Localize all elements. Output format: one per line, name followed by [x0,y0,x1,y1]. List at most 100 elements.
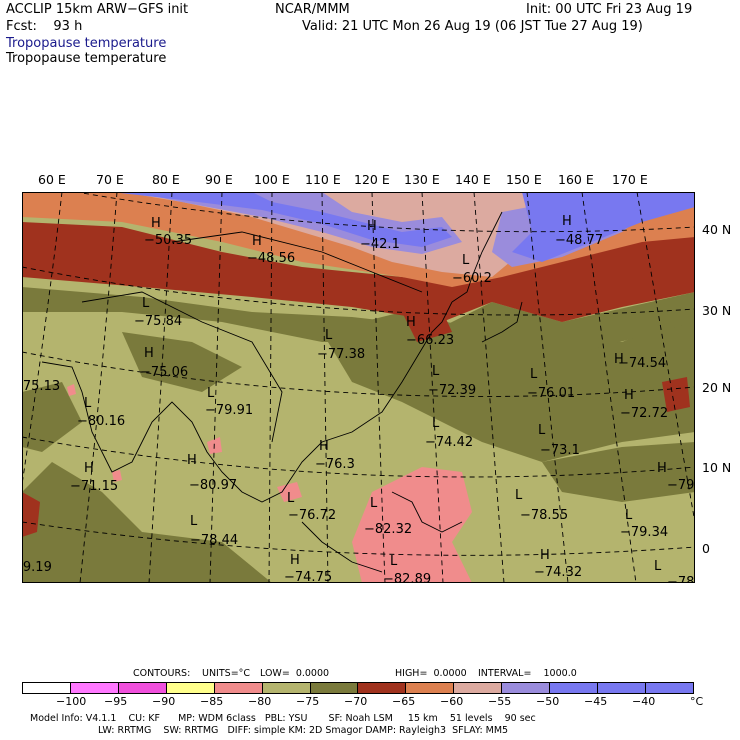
extremum-value: −79. [667,478,695,493]
extremum-value: −82.32 [364,522,412,537]
meridian-line [636,192,695,525]
extremum-value: −80.16 [77,414,125,429]
extremum-value: −75.06 [140,365,188,380]
lon-label: 130 E [404,172,440,187]
colorbar-tick-label: −75 [296,695,320,708]
colorbar-swatch [598,683,646,693]
extremum-mark: H [187,453,197,468]
extremum-value: −74.54 [618,356,666,371]
extremum-value: −75.13 [22,379,60,394]
colorbar-tick-label: −55 [488,695,512,708]
colorbar-tick-label: −70 [344,695,368,708]
fill-brown-patch-china [402,310,452,342]
extremum-value: −74.75 [284,570,332,583]
fill-blue-north [112,192,452,247]
colorbar-tick-label: −50 [536,695,560,708]
extremum-mark: H [657,461,667,476]
extremum-value: −73.1 [540,443,580,458]
fill-olive-dark-north [22,287,695,352]
extremum-mark: L [142,296,150,311]
lon-label: 100 E [254,172,290,187]
lat-label: 40 N [702,222,732,237]
colorbar-tick-label: −40 [632,695,656,708]
parallel-line [22,521,695,556]
parallel-line [22,351,695,397]
colorbar-tick-label: −45 [584,695,608,708]
extremum-value: −74.32 [534,565,582,580]
extremum-mark: H [367,219,377,234]
extremum-mark: L [462,253,470,268]
extremum-mark: L [84,396,92,411]
extremum-value: −80.97 [189,478,237,493]
extremum-mark: L [515,488,523,503]
colorbar-swatch [118,683,167,693]
colorbar-swatch [262,683,311,693]
extremum-mark: H [290,553,300,568]
lon-label: 120 E [354,172,390,187]
fill-blue-northeast [512,192,695,262]
colorbar-tick-label: −80 [248,695,272,708]
coastline [391,491,463,533]
field-title-black: Tropopause temperature [6,51,167,66]
colorbar-swatch [310,683,359,693]
map-frame [22,192,695,583]
extremum-mark: H [144,346,154,361]
extremum-value: −72.39 [428,383,476,398]
coastline [451,211,503,303]
parallel-line [22,266,695,316]
extremum-value: −50.35 [144,233,192,248]
extremum-value: −76.3 [315,457,355,472]
lon-label: 170 E [612,172,648,187]
colorbar-tick-label: −95 [104,695,128,708]
extremum-mark: H [319,439,329,454]
colorbar-tick-label: −90 [152,695,176,708]
colorbar-tick-label: −65 [392,695,416,708]
contours-interval: INTERVAL= 1000.0 [478,668,577,679]
extremum-mark: L [538,423,546,438]
fill-olive-dark-indian [22,382,82,452]
coastline [301,521,383,573]
fill-brown-band [22,222,695,322]
parallel-line [74,192,695,233]
extremum-value: −60.2 [452,271,492,286]
extremum-value: −9.19 [22,560,52,575]
colorbar-swatch [166,683,215,693]
extremum-value: −77.38 [317,347,365,362]
forecast-hour: Fcst: 93 h [6,19,83,34]
colorbar-swatch [645,683,693,693]
extremum-mark: L [390,554,398,569]
lat-label: 0 [702,541,710,556]
extremum-value: −79.91 [205,403,253,418]
extremum-value: −48.56 [247,251,295,266]
extrema-labels: H −50.35 H −48.56 H −42.1 H −48.77 L −60… [22,214,695,583]
extremum-value: −71.15 [70,479,118,494]
extremum-value: −78.44 [190,533,238,548]
extremum-value: −48.77 [555,233,603,248]
extremum-mark: H [84,461,94,476]
extremum-value: −78.7 [667,575,695,583]
colorbar-swatch [214,683,263,693]
lon-label: 160 E [558,172,594,187]
fill-brown-patch-west [22,492,40,537]
colorbar-swatch [550,683,599,693]
extremum-value: −78.55 [520,508,568,523]
graticule [22,192,695,583]
extremum-mark: H [624,388,634,403]
extremum-mark: L [190,514,198,529]
colorbar [22,682,694,694]
colorbar-swatch [502,683,551,693]
fill-olive-dark-south-asia [22,462,272,583]
lon-label: 90 E [205,172,233,187]
extremum-value: −76.01 [527,386,575,401]
extremum-mark: L [625,508,633,523]
init-time: Init: 00 UTC Fri 23 Aug 19 [526,2,693,17]
contours-high: HIGH= 0.0000 [395,668,467,679]
tropopause-temperature-map: H −50.35 H −48.56 H −42.1 H −48.77 L −60… [22,192,695,583]
extremum-value: −75.84 [134,314,182,329]
colorbar-tick-label: −60 [440,695,464,708]
extremum-mark: H [540,548,550,563]
colorbar-swatch [23,683,71,693]
fill-pink-small-4 [112,470,122,482]
extremum-mark: H [562,214,572,229]
extremum-value: −72.72 [620,406,668,421]
